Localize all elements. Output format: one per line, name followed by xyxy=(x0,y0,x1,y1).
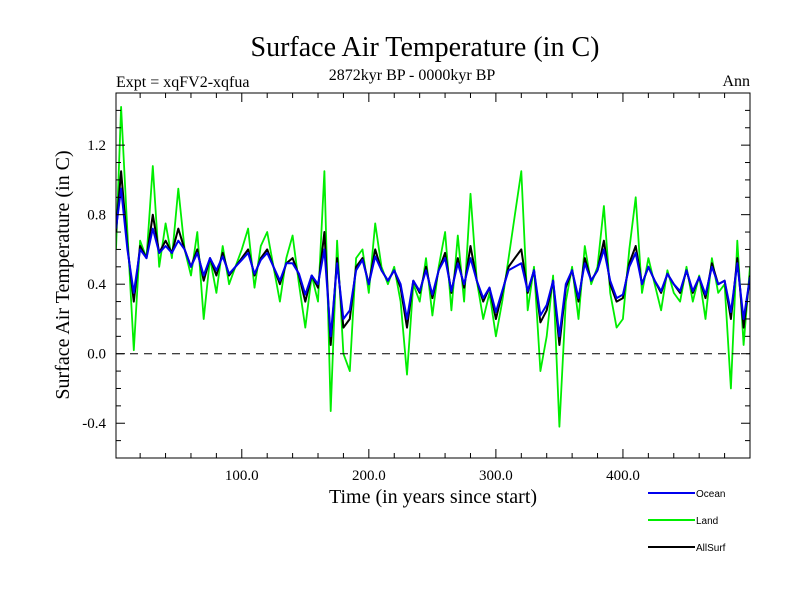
y-tick-label: 0.0 xyxy=(87,347,106,363)
x-tick-label: 400.0 xyxy=(606,468,640,484)
plot-frame xyxy=(115,92,751,459)
x-tick-label: 100.0 xyxy=(225,468,259,484)
y-tick-label: -0.4 xyxy=(82,416,106,432)
legend-label-land: Land xyxy=(696,516,718,527)
chart-subtitle-center: 2872kyr BP - 0000kyr BP xyxy=(329,67,496,84)
legend-label-ocean: Ocean xyxy=(696,489,725,500)
plot-area xyxy=(116,106,750,428)
y-tick-label: 1.2 xyxy=(87,138,106,154)
legend-label-allsurf: AllSurf xyxy=(696,543,726,554)
y-axis-label: Surface Air Temperature (in C) xyxy=(52,150,74,399)
y-tick-label: 0.4 xyxy=(87,277,106,293)
x-tick-label: 300.0 xyxy=(479,468,513,484)
legend: Ocean Land AllSurf xyxy=(648,489,726,554)
series-line-ocean xyxy=(116,187,750,338)
chart-title: Surface Air Temperature (in C) xyxy=(251,32,600,63)
axes: 100.0 200.0 300.0 400.0 -0.4 0.0 0.4 0.8 1.2 xyxy=(82,92,751,484)
chart-subtitle-right: Ann xyxy=(722,73,750,90)
series-layer xyxy=(116,106,750,428)
y-tick-label: 0.8 xyxy=(87,208,106,224)
x-tick-label: 200.0 xyxy=(352,468,386,484)
chart-subtitle-left: Expt = xqFV2-xqfua xyxy=(116,74,249,91)
series-line-land xyxy=(116,106,750,428)
x-axis-label: Time (in years since start) xyxy=(329,486,537,508)
